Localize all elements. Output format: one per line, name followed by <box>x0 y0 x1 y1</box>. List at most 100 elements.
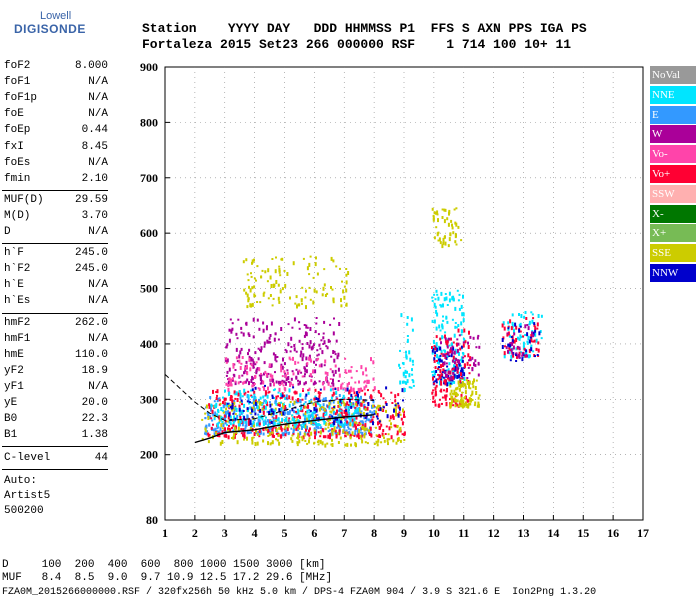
echo-point <box>454 221 457 225</box>
echo-point <box>272 418 275 421</box>
echo-point <box>337 401 340 404</box>
echo-point <box>324 371 327 375</box>
echo-point <box>513 332 516 336</box>
echo-point <box>518 346 521 349</box>
x-tick-label: 14 <box>547 526 559 540</box>
echo-point <box>278 387 281 392</box>
echo-point <box>242 410 245 412</box>
echo-point <box>325 376 327 381</box>
echo-point <box>295 410 297 413</box>
echo-point <box>312 382 315 386</box>
echo-point <box>246 400 249 403</box>
echo-cluster-7 <box>242 255 350 310</box>
echo-point <box>530 338 533 343</box>
echo-point <box>296 416 299 419</box>
echo-point <box>274 354 277 359</box>
echo-point <box>377 408 380 412</box>
echo-point <box>403 433 406 437</box>
echo-point <box>271 433 274 438</box>
echo-point <box>277 338 280 341</box>
echo-point <box>306 409 309 414</box>
echo-point <box>353 434 356 437</box>
echo-point <box>392 439 395 443</box>
echo-point <box>432 400 434 403</box>
echo-point <box>294 420 297 422</box>
echo-point <box>402 380 405 383</box>
echo-point <box>463 397 466 400</box>
echo-point <box>363 406 366 409</box>
echo-cluster-1 <box>207 388 406 440</box>
y-tick-label: 700 <box>140 171 158 185</box>
echo-cluster-2 <box>201 399 406 448</box>
echo-point <box>349 422 352 427</box>
echo-point <box>319 439 322 444</box>
echo-point <box>271 428 274 432</box>
echo-point <box>444 337 447 341</box>
echo-point <box>516 347 519 350</box>
echo-point <box>317 357 320 360</box>
echo-point <box>270 403 273 406</box>
echo-point <box>230 395 233 397</box>
echo-point <box>454 399 457 402</box>
echo-point <box>452 231 455 235</box>
echo-point <box>456 374 459 379</box>
echo-point <box>354 421 356 424</box>
echo-point <box>433 342 436 345</box>
echo-point <box>440 304 443 308</box>
echo-point <box>297 379 299 382</box>
legend-ssw: SSW <box>650 184 696 203</box>
echo-point <box>239 392 242 397</box>
echo-point <box>395 412 398 417</box>
echo-point <box>310 421 313 425</box>
echo-point <box>350 443 352 447</box>
echo-point <box>264 390 267 395</box>
echo-point <box>462 356 465 359</box>
y-tick-label: 500 <box>140 282 158 296</box>
echo-point <box>406 335 409 337</box>
echo-point <box>283 407 286 410</box>
echo-point <box>301 286 304 289</box>
echo-point <box>287 323 290 326</box>
echo-point <box>532 317 535 320</box>
legend-w: W <box>650 125 696 144</box>
echo-point <box>401 388 404 393</box>
param-label: MUF(D) <box>4 193 44 206</box>
echo-point <box>503 351 506 356</box>
echo-point <box>245 321 248 326</box>
echo-point <box>309 373 312 377</box>
echo-point <box>310 379 313 383</box>
echo-point <box>315 425 318 429</box>
param-value: N/A <box>88 76 108 89</box>
echo-point <box>320 339 323 342</box>
echo-point <box>272 435 275 438</box>
echo-point <box>243 380 246 384</box>
echo-point <box>212 389 214 394</box>
echo-point <box>382 429 385 432</box>
echo-point <box>532 331 535 336</box>
echo-point <box>245 258 248 262</box>
echo-point <box>308 427 311 431</box>
echo-point <box>385 409 387 413</box>
echo-point <box>312 423 315 426</box>
echo-point <box>230 395 233 399</box>
echo-point <box>275 380 278 384</box>
echo-point <box>461 381 464 385</box>
echo-point <box>364 416 367 419</box>
echo-point <box>391 402 394 404</box>
echo-point <box>284 396 287 400</box>
y-tick-label: 600 <box>140 226 158 240</box>
echo-point <box>347 426 350 429</box>
echo-point <box>393 408 395 413</box>
echo-point <box>295 411 298 415</box>
echo-point <box>350 376 353 379</box>
echo-point <box>298 369 301 373</box>
x-tick-label: 5 <box>282 526 288 540</box>
echo-point <box>281 412 283 416</box>
echo-point <box>234 381 237 386</box>
echo-point <box>378 420 381 423</box>
echo-point <box>208 424 211 427</box>
echo-point <box>289 401 292 403</box>
echo-point <box>515 338 518 342</box>
echo-point <box>318 400 321 403</box>
echo-point <box>262 380 265 385</box>
